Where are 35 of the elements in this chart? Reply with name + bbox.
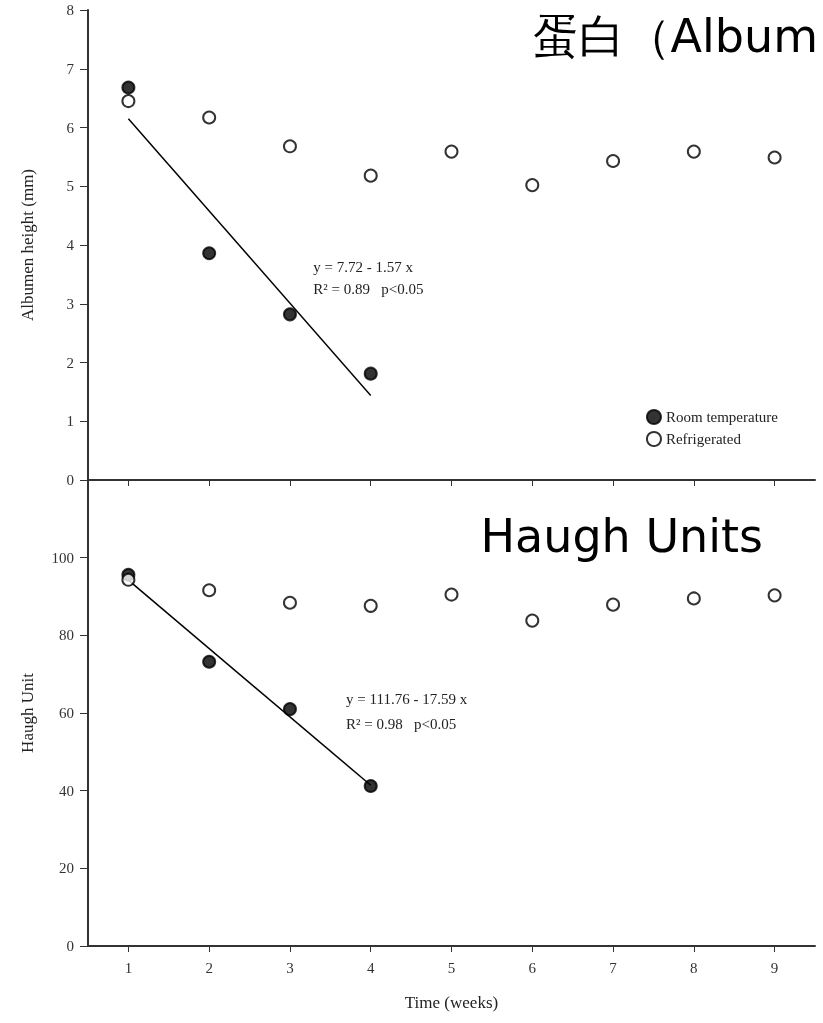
y-tick-label: 8: [66, 2, 74, 18]
y-tick-label: 1: [66, 413, 74, 430]
x-tick-label: 9: [770, 959, 779, 976]
y-tick-label: 6: [66, 119, 75, 136]
y-tick-label: 4: [66, 237, 75, 253]
annotation: R² = 0.98 p<0.05: [346, 715, 457, 732]
y-tick-label: 100: [51, 549, 74, 566]
x-tick-label: 7: [609, 959, 618, 976]
x-tick-label: 6: [528, 959, 537, 976]
y-tick-label: 3: [66, 295, 74, 312]
y-tick-label: 0: [66, 472, 74, 488]
text: Haugh Units: [480, 509, 763, 563]
y-axis-title: Haugh Unit: [18, 672, 37, 753]
y-tick-label: 20: [59, 860, 74, 877]
x-axis-title: Time (weeks): [404, 993, 499, 1012]
x-tick-label: 4: [366, 959, 375, 976]
y-tick-label: 80: [59, 627, 74, 644]
annotation: y = 111.76 - 17.59 x: [346, 690, 468, 707]
y-tick-label: 40: [59, 782, 74, 799]
chart-title: 蛋白（Album: [532, 9, 819, 63]
y-axis-title: Albumen height (mm): [18, 168, 37, 322]
legend-label: Refrigerated: [665, 431, 742, 447]
legend-label: Room temperature: [665, 409, 779, 425]
x-tick-label: 5: [447, 959, 456, 976]
x-tick-label: 1: [124, 959, 133, 976]
y-tick-label: 7: [66, 60, 75, 77]
annotation: y = 7.72 - 1.57 x: [313, 259, 414, 276]
x-tick-label: 8: [690, 959, 698, 976]
x-tick-label: 3: [286, 959, 294, 976]
y-tick-label: 0: [66, 938, 74, 954]
y-tick-label: 60: [59, 705, 74, 721]
y-tick-label: 2: [66, 354, 74, 371]
x-tick-label: 2: [205, 959, 213, 976]
annotation: R² = 0.89 p<0.05: [313, 281, 424, 298]
y-tick-label: 5: [66, 178, 74, 195]
